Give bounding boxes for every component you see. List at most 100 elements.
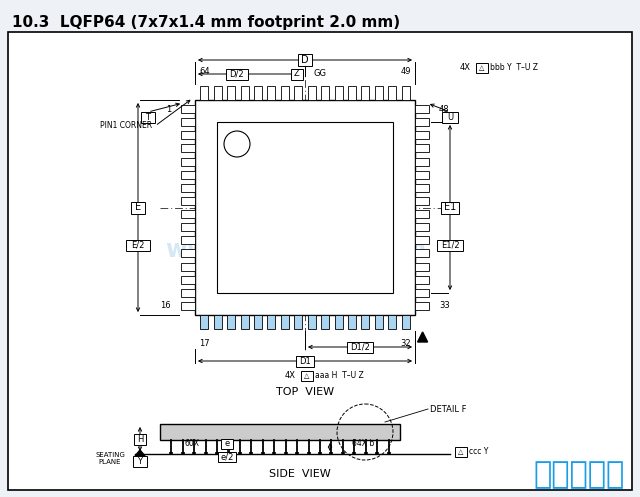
Text: △: △ [304,373,310,379]
Text: PIN1 CORNER: PIN1 CORNER [100,121,152,131]
Bar [415,197,429,205]
Text: 16: 16 [161,301,171,311]
Bar [241,315,249,329]
Bar [181,131,195,139]
Text: e: e [225,439,230,448]
Bar [181,170,195,179]
Bar [321,86,329,100]
Text: www.icbearing.com: www.icbearing.com [165,238,426,262]
Text: D: D [301,55,309,65]
Bar [126,240,150,251]
Bar [415,105,429,113]
Bar [362,86,369,100]
Bar [298,54,312,66]
Bar [335,315,342,329]
Bar [181,276,195,284]
Text: △: △ [458,449,464,455]
Text: SEATING
PLANE: SEATING PLANE [95,452,125,466]
Text: bbb Y  T–U Z: bbb Y T–U Z [490,64,538,73]
Bar [241,86,249,100]
Bar [268,86,275,100]
Text: D1: D1 [299,356,311,365]
Bar [415,184,429,192]
Text: 32: 32 [400,339,411,348]
Bar [415,223,429,231]
Bar [134,433,146,444]
Text: D/2: D/2 [230,70,244,79]
Bar [227,86,236,100]
Bar [281,315,289,329]
Bar [294,315,302,329]
Text: E1/2: E1/2 [441,241,460,250]
Text: T: T [145,112,150,121]
Text: 64: 64 [199,67,210,76]
Bar [181,302,195,310]
Bar [181,118,195,126]
Bar [415,289,429,297]
Bar [308,315,316,329]
Bar [388,315,396,329]
Bar [254,315,262,329]
Bar [294,86,302,100]
Bar [226,69,248,80]
Bar [476,63,488,73]
Bar [181,210,195,218]
Polygon shape [417,332,428,342]
Bar [221,439,233,449]
Text: 1: 1 [166,104,171,114]
Text: GG: GG [313,70,326,79]
Text: △: △ [479,65,484,71]
Bar [321,315,329,329]
Text: aaa H  T–U Z: aaa H T–U Z [315,371,364,381]
Text: D1/2: D1/2 [350,342,370,351]
Bar [415,236,429,245]
Text: Z: Z [294,70,300,79]
Text: 17: 17 [199,339,210,348]
Bar [401,315,410,329]
Text: 4X: 4X [285,371,296,381]
Text: SIDE  VIEW: SIDE VIEW [269,469,331,479]
Text: 64X b: 64X b [352,439,374,448]
Text: 48: 48 [439,104,450,114]
Bar [388,86,396,100]
Bar [181,249,195,257]
Bar [181,105,195,113]
Text: 10.3  LQFP64 (7x7x1.4 mm footprint 2.0 mm): 10.3 LQFP64 (7x7x1.4 mm footprint 2.0 mm… [12,14,400,29]
Bar [214,86,222,100]
Text: 33: 33 [439,301,450,311]
Bar [218,452,236,462]
Text: E/2: E/2 [131,241,145,250]
Bar [296,355,314,366]
Bar [401,86,410,100]
Bar [415,170,429,179]
Bar [195,100,415,315]
Bar [181,262,195,270]
Bar [455,447,467,457]
Bar [415,118,429,126]
Bar [181,197,195,205]
Bar [181,158,195,166]
Bar [442,112,458,123]
Bar [217,122,393,293]
Bar [181,184,195,192]
Polygon shape [135,450,145,456]
Bar [415,145,429,153]
Bar [200,315,209,329]
Bar [160,424,400,440]
Bar [181,223,195,231]
Text: 深圳宏力捷: 深圳宏力捷 [534,461,625,490]
Bar [133,456,147,467]
Bar [254,86,262,100]
Text: U: U [447,112,453,121]
Bar [227,315,236,329]
Bar [291,69,303,80]
Bar [181,145,195,153]
Bar [415,131,429,139]
Bar [308,86,316,100]
Text: DETAIL F: DETAIL F [430,405,467,414]
Bar [441,201,459,214]
Bar [375,315,383,329]
Text: e/2: e/2 [221,452,234,462]
Bar [415,262,429,270]
Bar [375,86,383,100]
